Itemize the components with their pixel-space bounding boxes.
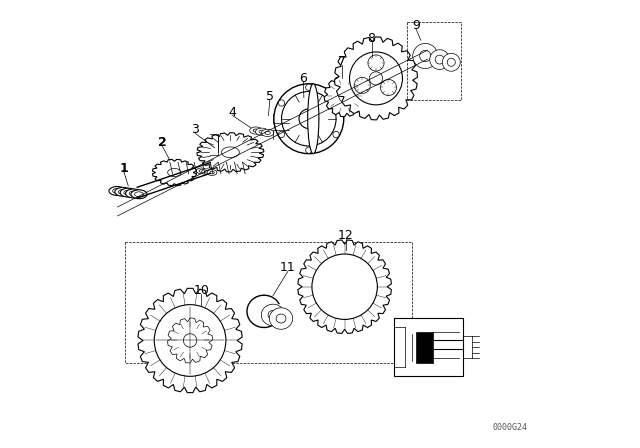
- Circle shape: [430, 50, 449, 69]
- Circle shape: [413, 43, 438, 69]
- Polygon shape: [298, 240, 392, 333]
- Text: 6: 6: [300, 72, 307, 85]
- Ellipse shape: [131, 190, 147, 198]
- Ellipse shape: [120, 188, 136, 197]
- Polygon shape: [138, 289, 242, 392]
- Polygon shape: [324, 76, 365, 117]
- Text: 1: 1: [120, 161, 128, 175]
- Ellipse shape: [113, 189, 122, 194]
- Text: 9: 9: [412, 19, 420, 33]
- Circle shape: [183, 334, 197, 347]
- Circle shape: [333, 131, 339, 138]
- Polygon shape: [197, 133, 264, 172]
- Circle shape: [447, 58, 455, 66]
- Polygon shape: [152, 159, 196, 185]
- Ellipse shape: [261, 129, 274, 137]
- Circle shape: [278, 131, 285, 138]
- Text: 7: 7: [337, 55, 346, 69]
- Ellipse shape: [124, 190, 132, 195]
- Circle shape: [354, 78, 371, 94]
- Text: 11: 11: [280, 261, 296, 275]
- Text: 10: 10: [193, 284, 209, 297]
- Circle shape: [274, 84, 344, 154]
- Circle shape: [339, 90, 351, 102]
- Bar: [417, 332, 433, 363]
- Ellipse shape: [204, 170, 209, 173]
- Ellipse shape: [168, 168, 181, 177]
- Circle shape: [282, 91, 336, 146]
- Ellipse shape: [202, 169, 212, 175]
- Text: 4: 4: [228, 105, 237, 119]
- Polygon shape: [168, 318, 212, 363]
- Ellipse shape: [118, 190, 127, 194]
- Ellipse shape: [308, 84, 319, 154]
- Ellipse shape: [199, 169, 204, 172]
- Ellipse shape: [196, 168, 206, 174]
- Ellipse shape: [268, 310, 278, 319]
- Ellipse shape: [250, 127, 262, 134]
- Ellipse shape: [255, 128, 268, 135]
- Polygon shape: [335, 37, 417, 120]
- Circle shape: [380, 79, 397, 95]
- Circle shape: [278, 100, 285, 106]
- Circle shape: [349, 52, 403, 105]
- Circle shape: [435, 55, 444, 64]
- Circle shape: [299, 109, 319, 129]
- Ellipse shape: [210, 171, 214, 174]
- Text: 5: 5: [266, 90, 274, 103]
- Ellipse shape: [265, 131, 270, 134]
- Ellipse shape: [221, 147, 239, 158]
- Circle shape: [420, 50, 431, 62]
- Circle shape: [306, 84, 312, 90]
- Ellipse shape: [154, 305, 226, 376]
- Ellipse shape: [129, 191, 138, 196]
- Ellipse shape: [312, 254, 378, 319]
- Ellipse shape: [207, 170, 217, 176]
- Ellipse shape: [261, 304, 285, 326]
- Ellipse shape: [134, 192, 143, 197]
- Ellipse shape: [109, 186, 125, 195]
- Ellipse shape: [259, 130, 264, 134]
- Ellipse shape: [125, 189, 141, 198]
- Ellipse shape: [115, 187, 131, 196]
- Text: 2: 2: [158, 136, 166, 149]
- Bar: [394, 318, 463, 376]
- Text: 3: 3: [191, 123, 200, 137]
- Text: 12: 12: [338, 228, 354, 242]
- Ellipse shape: [253, 129, 259, 132]
- Circle shape: [442, 53, 460, 71]
- Circle shape: [306, 147, 312, 153]
- Text: 8: 8: [367, 31, 376, 45]
- Circle shape: [333, 100, 339, 106]
- Bar: [407, 22, 461, 100]
- Bar: [125, 242, 412, 363]
- Ellipse shape: [269, 308, 292, 329]
- Circle shape: [369, 72, 383, 85]
- Ellipse shape: [276, 314, 286, 323]
- Circle shape: [368, 55, 384, 71]
- Text: 0000G24: 0000G24: [493, 423, 528, 432]
